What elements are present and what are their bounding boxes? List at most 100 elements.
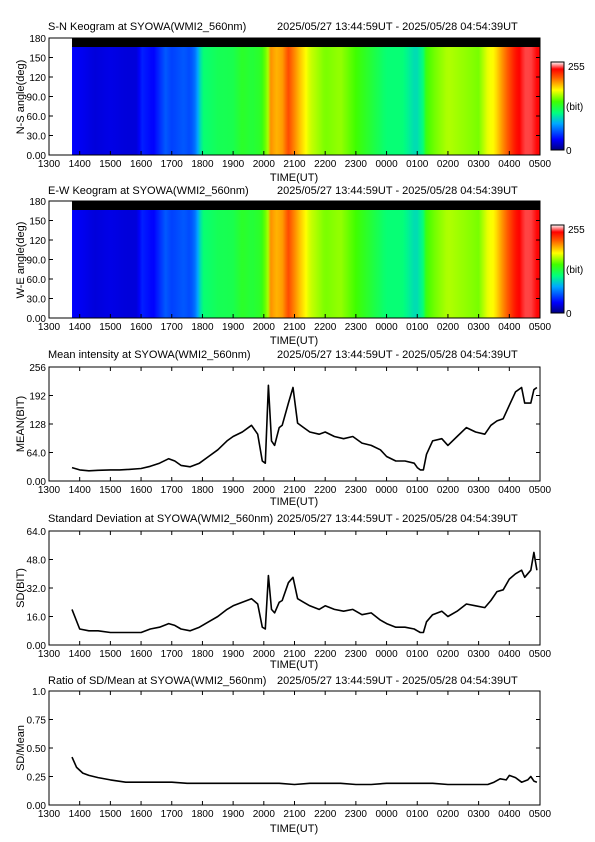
- x-tick-label: 0500: [529, 159, 552, 170]
- keogram-image: [72, 38, 540, 155]
- y-tick-label: 0.25: [27, 773, 47, 784]
- panel-title: Mean intensity at SYOWA(WMI2_560nm): [48, 349, 251, 361]
- x-tick-label: 0200: [437, 159, 460, 170]
- x-tick-label: 2200: [314, 322, 337, 333]
- x-tick-label: 0400: [498, 159, 521, 170]
- x-tick-label: 1600: [130, 322, 153, 333]
- y-tick-label: 90.0: [27, 256, 47, 267]
- y-tick-label: 0.00: [27, 314, 47, 325]
- y-axis-ticks: 0.00 0.25 0.50 0.75 1.0: [27, 687, 540, 812]
- line-area: [71, 384, 538, 472]
- x-tick-label: 1700: [161, 649, 184, 660]
- x-tick-label: 2100: [283, 159, 306, 170]
- x-axis-ticks: 1300 1400 1500 1600 1700 1800 1900 2000 2100 2200…: [38, 531, 552, 660]
- line-area: [71, 756, 538, 786]
- heatmap-area: [72, 38, 540, 155]
- series-line: [71, 384, 538, 472]
- sn-keogram-panel: S-N Keogram at SYOWA(WMI2_560nm) 2025/05…: [15, 21, 585, 184]
- x-tick-label: 1500: [99, 159, 122, 170]
- x-axis-label: TIME(UT): [270, 172, 318, 184]
- keogram-image: [72, 201, 540, 318]
- x-tick-label: 2100: [283, 809, 306, 820]
- x-tick-label: 1900: [222, 485, 245, 496]
- series-line: [71, 551, 538, 634]
- colorbar-max-label: 255: [568, 225, 585, 236]
- panel-title: Ratio of SD/Mean at SYOWA(WMI2_560nm): [48, 675, 266, 687]
- colorbar-max-label: 255: [568, 62, 585, 73]
- colorbar-min-label: 0: [566, 309, 572, 320]
- time-range-label: 2025/05/27 13:44:59UT - 2025/05/28 04:54…: [277, 513, 518, 525]
- y-tick-label: 64.0: [27, 527, 47, 538]
- x-tick-label: 2300: [345, 159, 368, 170]
- y-tick-label: 256: [29, 363, 46, 374]
- x-tick-label: 2200: [314, 159, 337, 170]
- x-tick-label: 1400: [69, 322, 92, 333]
- panel-title: S-N Keogram at SYOWA(WMI2_560nm): [48, 21, 246, 33]
- x-tick-label: 2000: [253, 485, 276, 496]
- x-tick-label: 0200: [437, 649, 460, 660]
- panel-title: Standard Deviation at SYOWA(WMI2_560nm): [48, 513, 273, 525]
- colorbar-min-label: 0: [566, 146, 572, 157]
- x-tick-label: 1300: [38, 322, 61, 333]
- x-tick-label: 1900: [222, 159, 245, 170]
- y-tick-label: 120: [29, 73, 46, 84]
- y-tick-label: 0.00: [27, 641, 47, 652]
- x-tick-label: 2100: [283, 322, 306, 333]
- x-axis-ticks: 1300 1400 1500 1600 1700 1800 1900 2000 2100 2200…: [38, 201, 552, 333]
- x-tick-label: 1300: [38, 649, 61, 660]
- x-tick-label: 0300: [468, 809, 491, 820]
- x-tick-label: 1800: [191, 649, 214, 660]
- x-tick-label: 0000: [375, 159, 398, 170]
- y-tick-label: 16.0: [27, 613, 47, 624]
- x-tick-label: 2000: [253, 322, 276, 333]
- colorbar: 255 (bit) 0: [550, 224, 585, 320]
- x-tick-label: 0200: [437, 809, 460, 820]
- ew-keogram-panel: E-W Keogram at SYOWA(WMI2_560nm) 2025/05…: [15, 185, 585, 347]
- y-tick-label: 0.50: [27, 744, 47, 755]
- x-tick-label: 1600: [130, 159, 153, 170]
- y-tick-label: 64.0: [27, 449, 47, 460]
- x-tick-label: 1500: [99, 485, 122, 496]
- y-tick-label: 60.0: [27, 275, 47, 286]
- x-tick-label: 0200: [437, 322, 460, 333]
- x-tick-label: 0500: [529, 322, 552, 333]
- y-tick-label: 0.00: [27, 801, 47, 812]
- x-tick-label: 2200: [314, 809, 337, 820]
- y-tick-label: 0.00: [27, 477, 47, 488]
- x-tick-label: 0400: [498, 649, 521, 660]
- x-tick-label: 1800: [191, 809, 214, 820]
- y-tick-label: 30.0: [27, 132, 47, 143]
- y-tick-label: 128: [29, 420, 46, 431]
- y-tick-label: 120: [29, 236, 46, 247]
- x-tick-label: 1400: [69, 809, 92, 820]
- plot-frame: [48, 366, 541, 482]
- x-tick-label: 1800: [191, 159, 214, 170]
- x-tick-label: 0300: [468, 159, 491, 170]
- line-area: [71, 551, 538, 634]
- heatmap-area: [72, 201, 540, 318]
- x-tick-label: 1500: [99, 322, 122, 333]
- x-tick-label: 0300: [468, 485, 491, 496]
- panel-title: E-W Keogram at SYOWA(WMI2_560nm): [48, 185, 249, 197]
- std-dev-panel: Standard Deviation at SYOWA(WMI2_560nm) …: [15, 513, 552, 671]
- x-tick-label: 1900: [222, 322, 245, 333]
- colorbar-gradient: [550, 224, 565, 314]
- x-tick-label: 1300: [38, 485, 61, 496]
- plot-frame: [48, 690, 541, 806]
- y-tick-label: 30.0: [27, 295, 47, 306]
- x-axis-label: TIME(UT): [270, 659, 318, 671]
- x-tick-label: 2300: [345, 809, 368, 820]
- x-tick-label: 1400: [69, 649, 92, 660]
- x-tick-label: 0000: [375, 809, 398, 820]
- x-tick-label: 2100: [283, 649, 306, 660]
- time-range-label: 2025/05/27 13:44:59UT - 2025/05/28 04:54…: [277, 21, 518, 33]
- x-axis-label: TIME(UT): [270, 335, 318, 347]
- time-range-label: 2025/05/27 13:44:59UT - 2025/05/28 04:54…: [277, 185, 518, 197]
- x-tick-label: 0000: [375, 485, 398, 496]
- y-tick-label: 0.75: [27, 716, 47, 727]
- x-tick-label: 2200: [314, 485, 337, 496]
- x-tick-label: 1300: [38, 809, 61, 820]
- x-tick-label: 0100: [406, 809, 429, 820]
- x-tick-label: 0100: [406, 649, 429, 660]
